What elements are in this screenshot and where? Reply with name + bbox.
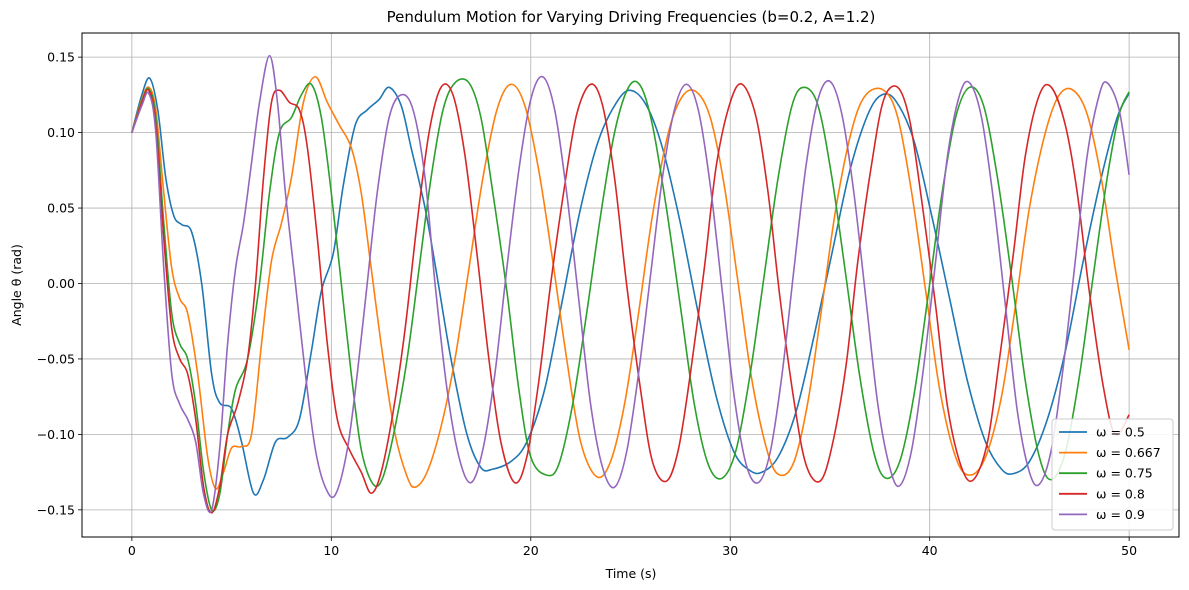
- grid: [82, 33, 1179, 537]
- series-line-4: [131, 83, 1130, 514]
- y-tick-label: 0.10: [47, 125, 75, 140]
- y-tick-label: −0.10: [37, 427, 75, 442]
- x-tick-label: 20: [523, 543, 539, 558]
- series-lines: [131, 54, 1130, 514]
- legend-box: [1051, 418, 1174, 531]
- y-tick-label: 0.15: [47, 50, 75, 65]
- y-tick-label: −0.15: [37, 502, 75, 517]
- x-tick-label: 0: [128, 543, 136, 558]
- series-line-2: [131, 75, 1130, 490]
- legend-label: ω = 0.8: [1096, 486, 1145, 501]
- legend-label: ω = 0.5: [1096, 425, 1145, 440]
- y-tick-label: −0.05: [37, 351, 75, 366]
- legend-label: ω = 0.667: [1096, 445, 1161, 460]
- x-tick-label: 40: [922, 543, 938, 558]
- series-line-5: [131, 54, 1130, 514]
- y-tick-label: 0.05: [47, 201, 75, 216]
- axes-frame: [81, 32, 1180, 538]
- legend-label: ω = 0.9: [1096, 507, 1145, 522]
- legend-label: ω = 0.75: [1096, 466, 1153, 481]
- axis-ticks: 0 10 20 30 40 50 −0.15 −0.10 −0.05 0.00 0.05 0.10 0.…: [37, 50, 1137, 558]
- legend: ω = 0.5 ω = 0.667 ω = 0.75 ω = 0.8 ω = 0.9: [1051, 418, 1174, 531]
- y-axis-label: Angle θ (rad): [9, 244, 24, 326]
- y-tick-label: 0.00: [47, 276, 75, 291]
- chart-title: Pendulum Motion for Varying Driving Freq…: [387, 8, 876, 26]
- series-line-1: [131, 77, 1130, 496]
- x-tick-label: 10: [323, 543, 339, 558]
- x-tick-label: 50: [1121, 543, 1137, 558]
- x-tick-label: 30: [722, 543, 738, 558]
- x-axis-label: Time (s): [605, 566, 657, 581]
